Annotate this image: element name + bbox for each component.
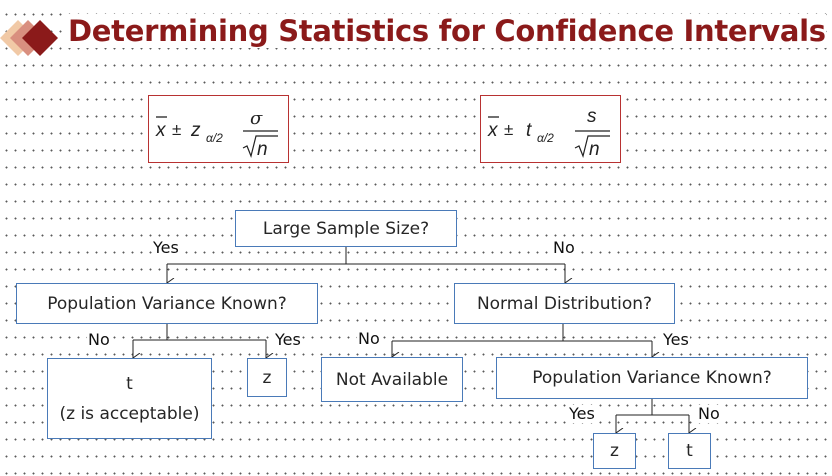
z-formula-xbar: x: [155, 120, 167, 141]
z-interval-formula: x ± z α/2 σ n: [148, 95, 289, 163]
t-formula-denominator: n: [589, 139, 600, 160]
t-formula-pm: ±: [504, 120, 513, 139]
branch-label-yes-top: Yes: [152, 238, 180, 257]
page-title: Determining Statistics for Confidence In…: [68, 14, 826, 48]
z-left-node: z: [247, 358, 287, 397]
branch-label-no-mid: No: [357, 329, 381, 348]
branch-label-no-left: No: [87, 330, 111, 349]
t-formula-numerator: s: [587, 106, 597, 127]
large-sample-size-node: Large Sample Size?: [235, 210, 457, 247]
t-formula-xbar: x: [487, 120, 499, 141]
branch-label-yes-bottom: Yes: [568, 404, 596, 423]
diamond-logo-icon: [0, 20, 58, 56]
z-formula-pm: ±: [172, 120, 181, 139]
normal-distribution-node: Normal Distribution?: [454, 283, 675, 324]
t-left-line2: (z is acceptable): [59, 403, 200, 424]
t-left-line1: t: [126, 373, 133, 394]
z-formula-stat: z: [190, 120, 201, 141]
z-formula-numerator: σ: [250, 108, 263, 129]
branch-label-yes-mid: Yes: [662, 330, 690, 349]
t-bottom-node: t: [668, 433, 711, 469]
z-bottom-node: z: [593, 433, 636, 469]
population-variance-left-node: Population Variance Known?: [16, 283, 318, 324]
t-left-node: t (z is acceptable): [47, 358, 212, 439]
branch-label-yes-left: Yes: [274, 330, 302, 349]
t-formula-subscript: α/2: [537, 131, 554, 145]
branch-label-no-top: No: [552, 238, 576, 257]
branch-label-no-bottom: No: [697, 404, 721, 423]
not-available-node: Not Available: [321, 357, 463, 402]
z-formula-subscript: α/2: [206, 131, 223, 145]
population-variance-right-node: Population Variance Known?: [496, 357, 808, 399]
z-formula-denominator: n: [257, 139, 268, 160]
t-formula-stat: t: [526, 120, 532, 141]
t-interval-formula: x ± t α/2 s n: [480, 95, 621, 163]
